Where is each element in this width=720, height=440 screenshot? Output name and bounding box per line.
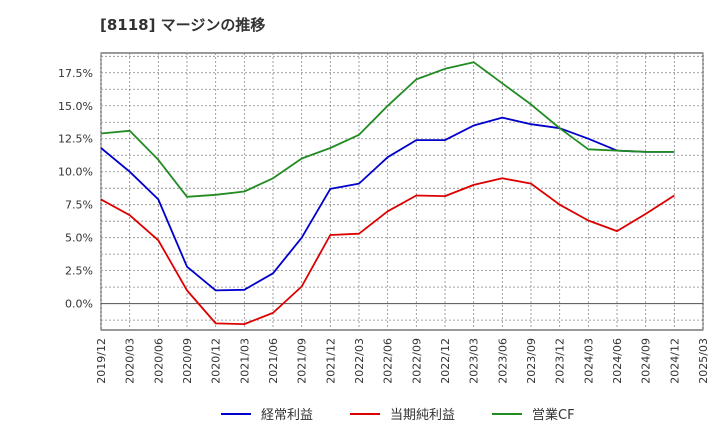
plot-area [100,52,704,331]
x-tick-label: 2024/09 [640,338,653,384]
x-tick-label: 2023/12 [554,338,567,384]
series-line [100,116,675,292]
y-tick-label: 12.5% [58,133,93,146]
y-tick-label: 17.5% [58,67,93,80]
series-line [100,61,675,198]
y-tick-label: 7.5% [65,199,93,212]
legend: 経常利益 当期純利益 営業CF [221,407,575,423]
x-tick-label: 2022/06 [382,338,395,384]
x-tick-label: 2023/03 [468,338,481,384]
x-tick-label: 2020/09 [181,338,194,384]
series-layer [100,61,675,326]
y-tick-label: 2.5% [65,265,93,278]
y-tick-label: 10.0% [58,166,93,179]
x-tick-label: 2022/09 [410,338,423,384]
x-tick-label: 2024/06 [611,338,624,384]
x-tick-label: 2020/03 [124,338,137,384]
y-tick-label: 5.0% [65,232,93,245]
x-tick-label: 2021/09 [296,338,309,384]
x-tick-label: 2024/03 [582,338,595,384]
y-tick-label: 0.0% [65,298,93,311]
legend-label: 当期純利益 [390,408,455,423]
legend-label: 経常利益 [261,408,313,423]
y-tick-label: 15.0% [58,100,93,113]
x-tick-label: 2022/12 [439,338,452,384]
x-tick-label: 2020/06 [152,338,165,384]
x-tick-label: 2021/06 [267,338,280,384]
x-tick-label: 2021/03 [238,338,251,384]
x-tick-label: 2024/12 [668,338,681,384]
x-tick-label: 2020/12 [210,338,223,384]
x-axis: 2019/12 2020/03 2020/06 2020/09 2020/12 2021/… [95,338,710,384]
x-tick-label: 2022/03 [353,338,366,384]
grid [100,53,704,330]
plot-frame [100,52,704,331]
x-tick-label: 2023/06 [496,338,509,384]
chart-title: [8118] マージンの推移 [100,16,265,34]
x-tick-label: 2019/12 [95,338,108,384]
y-axis: 0.0% 2.5% 5.0% 7.5% 10.0% 12.5% 15.0% 17.5% [58,67,93,311]
x-tick-label: 2023/09 [525,338,538,384]
series-line [100,177,675,326]
legend-label: 営業CF [532,407,575,423]
x-tick-label: 2025/03 [697,338,710,384]
x-tick-label: 2021/12 [324,338,337,384]
